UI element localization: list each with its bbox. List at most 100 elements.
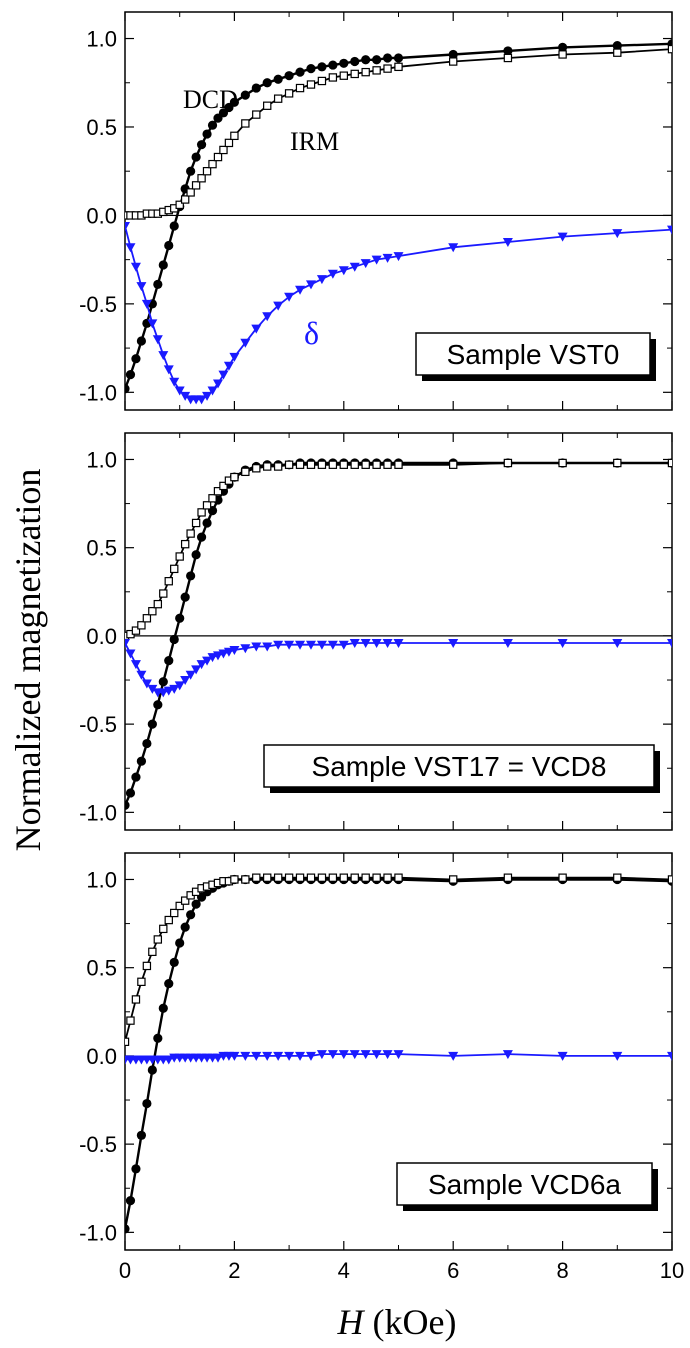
point-irm (558, 50, 567, 59)
point-delta (305, 1051, 316, 1061)
point-dcd (612, 41, 622, 51)
point-irm (263, 101, 272, 110)
point-irm (613, 48, 622, 57)
point-delta (448, 243, 459, 253)
point-delta (180, 391, 191, 401)
point-delta (305, 640, 316, 650)
point-delta (667, 1051, 672, 1061)
point-irm (295, 460, 305, 469)
point-irm (137, 977, 146, 987)
point-irm (263, 873, 272, 882)
point-delta (295, 285, 306, 295)
point-delta (349, 262, 360, 272)
point-delta (382, 638, 393, 648)
y-tick-label: 1.0 (86, 447, 117, 472)
point-delta (202, 656, 213, 666)
point-irm (317, 873, 327, 882)
point-irm (295, 873, 305, 882)
y-tick-label: -1.0 (79, 1220, 117, 1245)
point-delta (393, 1050, 404, 1060)
point-dcd (191, 152, 201, 162)
point-irm (667, 44, 672, 54)
point-delta (382, 1050, 393, 1060)
point-dcd (284, 71, 294, 81)
point-delta (305, 280, 316, 290)
point-dcd (306, 64, 316, 74)
point-delta (295, 640, 306, 650)
point-delta (448, 1051, 459, 1061)
point-delta (191, 665, 202, 675)
point-delta (174, 681, 185, 691)
x-tick-label: 8 (556, 1258, 568, 1283)
point-irm (164, 577, 173, 586)
point-delta (360, 259, 371, 269)
point-irm (284, 873, 294, 882)
series-line-irm (125, 876, 672, 1043)
point-irm (667, 875, 672, 884)
point-irm (306, 80, 316, 89)
point-delta (185, 670, 196, 680)
point-dcd (164, 240, 174, 251)
point-delta (349, 1050, 360, 1060)
point-delta (251, 324, 262, 334)
series-group (125, 873, 672, 1234)
point-irm (180, 195, 190, 204)
point-delta (557, 232, 568, 242)
point-delta (212, 651, 223, 661)
point-irm (558, 458, 567, 468)
point-irm (339, 71, 349, 80)
y-tick-label: 0.5 (86, 956, 117, 981)
point-irm (372, 66, 381, 75)
point-delta (273, 1051, 284, 1061)
sample-label-text: Sample VCD6a (428, 1169, 621, 1200)
y-tick-label: -0.5 (79, 292, 117, 317)
point-delta (393, 638, 404, 648)
point-dcd (131, 354, 141, 364)
point-irm (175, 901, 184, 911)
point-irm (361, 67, 370, 77)
point-irm (159, 589, 168, 598)
point-irm (153, 935, 163, 944)
point-irm (394, 873, 403, 882)
series-group (125, 458, 672, 810)
point-irm (164, 915, 173, 925)
point-delta (125, 222, 130, 232)
point-irm (613, 458, 622, 468)
point-dcd (393, 53, 404, 63)
point-irm (339, 460, 349, 469)
point-dcd (191, 550, 201, 560)
point-irm (175, 200, 184, 210)
point-irm (284, 89, 294, 98)
x-tick-label: 2 (228, 1258, 240, 1283)
point-irm (503, 873, 513, 882)
point-irm (137, 621, 146, 630)
point-delta (125, 649, 136, 659)
point-delta (174, 386, 185, 396)
point-delta (229, 1051, 240, 1061)
point-irm (613, 873, 622, 882)
point-dcd (186, 910, 196, 920)
point-irm (219, 145, 228, 155)
point-irm (361, 460, 370, 469)
point-dcd (158, 1003, 168, 1013)
sample-label: Sample VCD6a (396, 1162, 658, 1211)
series-line-irm (125, 462, 672, 637)
point-delta (240, 1051, 251, 1061)
point-delta (382, 253, 393, 263)
point-dcd (328, 60, 338, 70)
series-group (125, 39, 672, 405)
point-delta (218, 649, 229, 659)
point-delta (202, 391, 213, 401)
point-dcd (169, 634, 179, 645)
point-dcd (153, 1033, 163, 1043)
point-irm (197, 174, 206, 183)
point-delta (207, 653, 218, 663)
point-delta (327, 1050, 338, 1060)
point-dcd (262, 78, 272, 88)
point-delta (240, 644, 251, 654)
point-irm (328, 73, 338, 82)
point-delta (158, 351, 169, 361)
panel-vst0: -1.0 -0.5 0.0 0.5 1.0 DCD IRM δ Sample VST0 (79, 11, 673, 411)
point-dcd (382, 53, 393, 63)
